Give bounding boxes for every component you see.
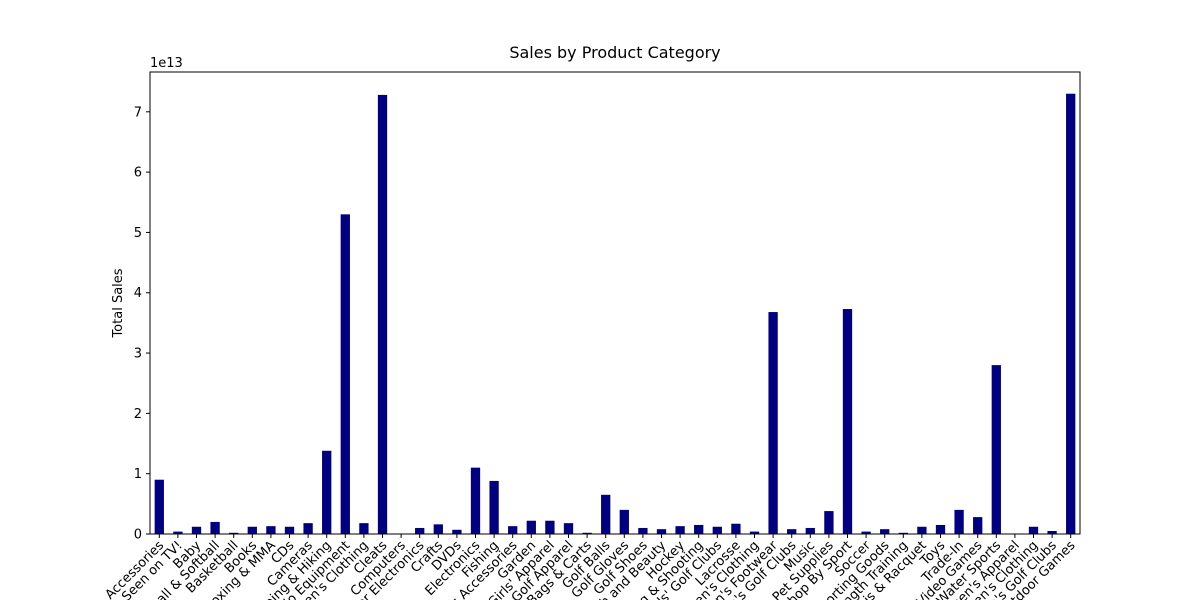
bar: [973, 517, 983, 534]
bar: [173, 531, 183, 534]
y-offset-label: 1e13: [150, 56, 183, 71]
bar: [508, 526, 518, 534]
bar: [935, 524, 946, 534]
bar: [898, 532, 908, 534]
bar: [210, 521, 220, 534]
bar: [824, 511, 834, 534]
bar: [1047, 530, 1057, 534]
bar: [842, 309, 853, 534]
bar: [377, 94, 388, 534]
bar: [359, 523, 369, 534]
y-tick-label: 7: [134, 105, 142, 120]
bar: [1028, 526, 1039, 534]
y-tick-label: 0: [134, 528, 142, 543]
bar: [749, 531, 760, 534]
bar: [489, 480, 499, 534]
bar: [452, 529, 462, 534]
bar: [563, 523, 574, 534]
chart-title: Sales by Product Category: [509, 43, 720, 62]
bar: [247, 526, 257, 534]
bar: [787, 529, 797, 534]
bar: [768, 312, 778, 534]
bar: [675, 526, 685, 534]
bar: [322, 450, 332, 534]
bar: [433, 524, 443, 534]
bar: [340, 214, 350, 535]
bar: [712, 526, 722, 534]
bar: [601, 494, 611, 534]
bar: [731, 523, 741, 534]
y-axis-label: Total Sales: [111, 268, 126, 338]
y-tick-label: 3: [134, 347, 142, 362]
plot-frame: [149, 71, 1081, 535]
bar: [154, 479, 164, 534]
bar: [619, 509, 629, 534]
bar: [991, 365, 1001, 534]
bar: [861, 531, 871, 534]
bar: [694, 524, 704, 534]
y-tick-label: 1: [134, 467, 142, 482]
y-tick-label: 2: [134, 407, 142, 422]
y-tick-label: 6: [134, 166, 142, 181]
y-tick-label: 5: [134, 226, 142, 241]
bar: [470, 467, 481, 534]
bar: [917, 526, 927, 534]
bar: [880, 529, 890, 534]
bar: [954, 509, 964, 534]
bar: [303, 523, 313, 534]
bar: [656, 529, 667, 534]
bar: [229, 532, 239, 534]
bar: [191, 526, 202, 534]
bar: [415, 527, 425, 534]
bar: [638, 527, 648, 534]
y-tick-label: 4: [134, 286, 142, 301]
bar: [284, 526, 295, 534]
bar: [805, 527, 815, 534]
bar: [582, 532, 592, 534]
bar: [1066, 93, 1076, 534]
bar: [526, 520, 536, 534]
bar: [266, 526, 276, 534]
bar: [545, 520, 555, 534]
